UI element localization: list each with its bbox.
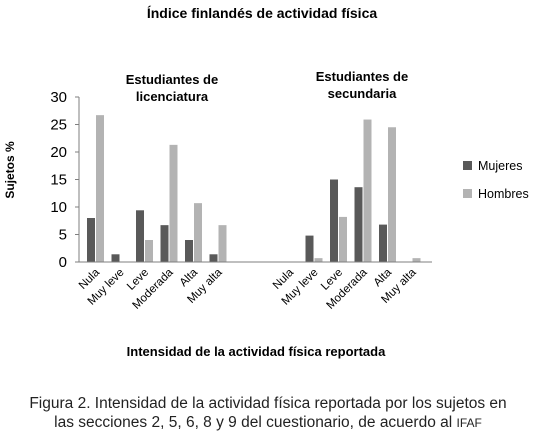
chart-title: Índice finlandés de actividad física — [147, 5, 378, 21]
bar-mujeres — [354, 187, 363, 262]
y-tick-label: 25 — [50, 117, 67, 134]
caption-line-2: las secciones 2, 5, 6, 8 y 9 del cuestio… — [0, 413, 536, 433]
bar-mujeres — [160, 225, 169, 262]
bars-layer — [87, 115, 421, 263]
caption-abbr: IFAF — [456, 416, 482, 430]
group2-label-line1: Estudiantes de — [316, 69, 408, 84]
y-axis-title: Sujetos % — [3, 141, 17, 199]
bar-hombres — [145, 240, 153, 262]
y-tick-label: 30 — [50, 89, 67, 106]
bar-hombres — [96, 115, 104, 263]
bar-hombres — [169, 144, 178, 262]
legend-label-mujeres: Mujeres — [478, 159, 522, 173]
bar-mujeres — [209, 254, 218, 262]
x-axis-title: Intensidad de la actividad física report… — [127, 344, 386, 359]
bar-mujeres — [330, 179, 338, 262]
legend: Mujeres Hombres — [463, 159, 529, 201]
bar-hombres — [218, 225, 227, 262]
figure-caption: Figura 2. Intensidad de la actividad fís… — [0, 394, 536, 433]
bar-hombres — [363, 119, 372, 262]
activity-chart: Índice finlandés de actividad física Suj… — [3, 5, 529, 359]
group1-label-line1: Estudiantes de — [126, 72, 218, 87]
bar-hombres — [194, 203, 202, 262]
y-tick-label: 10 — [50, 199, 67, 216]
group2-label-line2: secundaria — [328, 86, 397, 101]
bar-hombres — [314, 258, 323, 262]
legend-swatch-mujeres — [463, 161, 472, 170]
y-ticks-layer: 0 5 10 15 20 25 30 — [50, 89, 79, 271]
bar-mujeres — [111, 254, 120, 262]
bar-mujeres — [185, 240, 193, 262]
caption-line-2-text: las secciones 2, 5, 6, 8 y 9 del cuestio… — [54, 414, 457, 431]
y-tick-label: 20 — [50, 144, 67, 161]
bar-hombres — [412, 258, 421, 262]
bar-mujeres — [87, 218, 95, 262]
caption-line-1: Figura 2. Intensidad de la actividad fís… — [29, 395, 507, 412]
bar-mujeres — [136, 210, 144, 262]
legend-swatch-hombres — [463, 189, 472, 198]
group1-label-line2: licenciatura — [136, 89, 209, 104]
bar-mujeres — [379, 224, 387, 262]
y-tick-label: 5 — [59, 227, 67, 244]
bar-mujeres — [305, 235, 314, 262]
bar-hombres — [339, 216, 347, 262]
legend-label-hombres: Hombres — [478, 187, 529, 201]
bar-hombres — [388, 127, 396, 262]
y-tick-label: 15 — [50, 172, 67, 189]
y-tick-label: 0 — [59, 254, 67, 271]
